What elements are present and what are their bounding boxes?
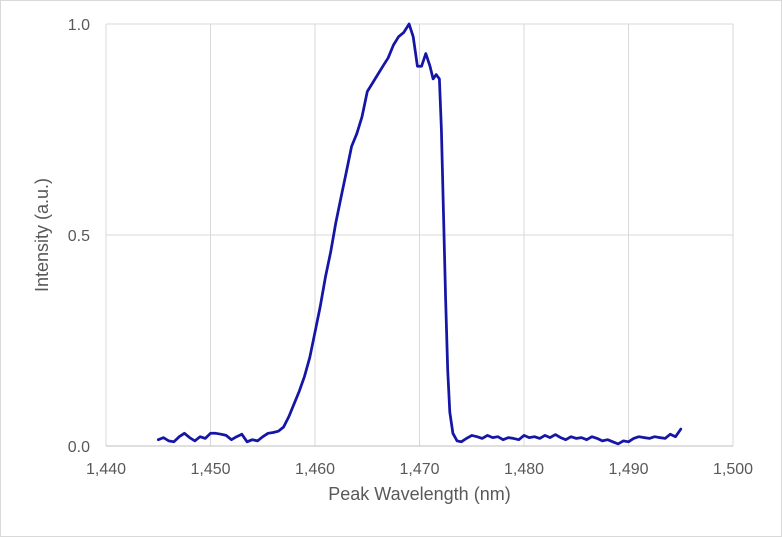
series-line: [156, 22, 683, 446]
y-tick-label: 0.0: [68, 439, 90, 456]
x-tick-label: 1,500: [713, 461, 753, 478]
tick-label-layer: 1,440 1,450 1,460 1,470 1,480 1,490 1,500 0.0 0.…: [68, 17, 753, 478]
y-tick-label: 1.0: [68, 17, 90, 34]
grid-layer: [105, 23, 734, 447]
x-tick-label: 1,440: [86, 461, 126, 478]
x-tick-label: 1,490: [608, 461, 648, 478]
series-layer: [156, 22, 683, 446]
y-axis-title: Intensity (a.u.): [32, 178, 52, 292]
x-tick-label: 1,450: [190, 461, 230, 478]
x-axis-title: Peak Wavelength (nm): [328, 484, 510, 504]
x-tick-label: 1,480: [504, 461, 544, 478]
y-tick-label: 0.5: [68, 228, 90, 245]
x-tick-label: 1,460: [295, 461, 335, 478]
x-tick-label: 1,470: [399, 461, 439, 478]
